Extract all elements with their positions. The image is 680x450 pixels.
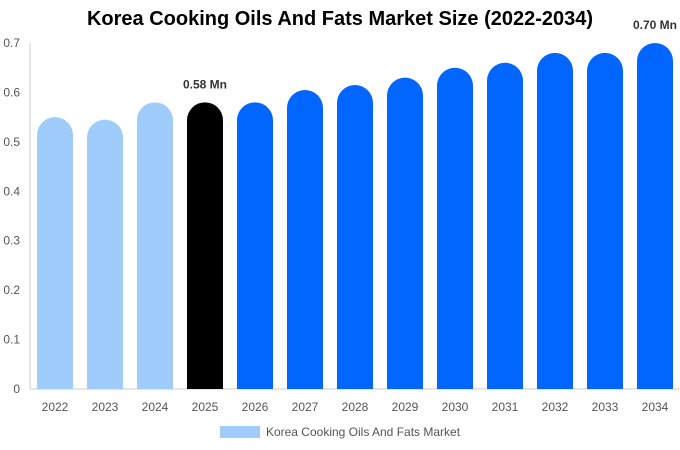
chart-title: Korea Cooking Oils And Fats Market Size … — [86, 8, 594, 30]
bar-2030 — [437, 67, 473, 389]
y-tick-label: 0.6 — [3, 85, 20, 99]
x-tick-label: 2027 — [292, 400, 319, 414]
legend-swatch — [219, 426, 260, 438]
x-tick-label: 2034 — [642, 400, 669, 414]
x-tick-label: 2028 — [342, 400, 369, 414]
y-tick-label: 0.2 — [3, 283, 20, 297]
data-label: 0.58 Mn — [183, 77, 227, 91]
legend: Korea Cooking Oils And Fats Market — [0, 425, 680, 439]
y-tick-label: 0.4 — [3, 184, 20, 198]
bar-2029 — [387, 77, 423, 389]
x-tick-label: 2033 — [592, 400, 619, 414]
x-tick-label: 2029 — [392, 400, 419, 414]
bar-2026 — [237, 102, 273, 390]
y-tick-label: 0.3 — [3, 234, 20, 248]
y-tick-label: 0.7 — [3, 36, 20, 50]
bar-2022 — [37, 117, 73, 389]
bar-2025 — [187, 102, 223, 390]
bar-2028 — [337, 85, 373, 389]
x-tick-label: 2025 — [192, 400, 219, 414]
x-tick-label: 2030 — [442, 400, 469, 414]
x-tick-label: 2031 — [492, 400, 519, 414]
y-tick-label: 0.1 — [3, 333, 20, 347]
legend-label: Korea Cooking Oils And Fats Market — [265, 425, 461, 439]
bar-2033 — [587, 52, 623, 389]
bar-2032 — [537, 52, 573, 389]
x-tick-label: 2024 — [142, 400, 169, 414]
x-tick-label: 2026 — [242, 400, 269, 414]
bar-2024 — [137, 102, 173, 390]
data-label: 0.70 Mn — [633, 18, 677, 32]
x-tick-label: 2023 — [92, 400, 119, 414]
bar-2027 — [287, 89, 323, 389]
y-tick-label: 0.5 — [3, 135, 20, 149]
bar-2023 — [87, 119, 123, 389]
x-tick-label: 2022 — [42, 400, 69, 414]
bar-2031 — [487, 62, 523, 390]
x-tick-label: 2032 — [542, 400, 569, 414]
bar-2034 — [637, 43, 673, 389]
y-tick-label: 0 — [13, 382, 20, 396]
